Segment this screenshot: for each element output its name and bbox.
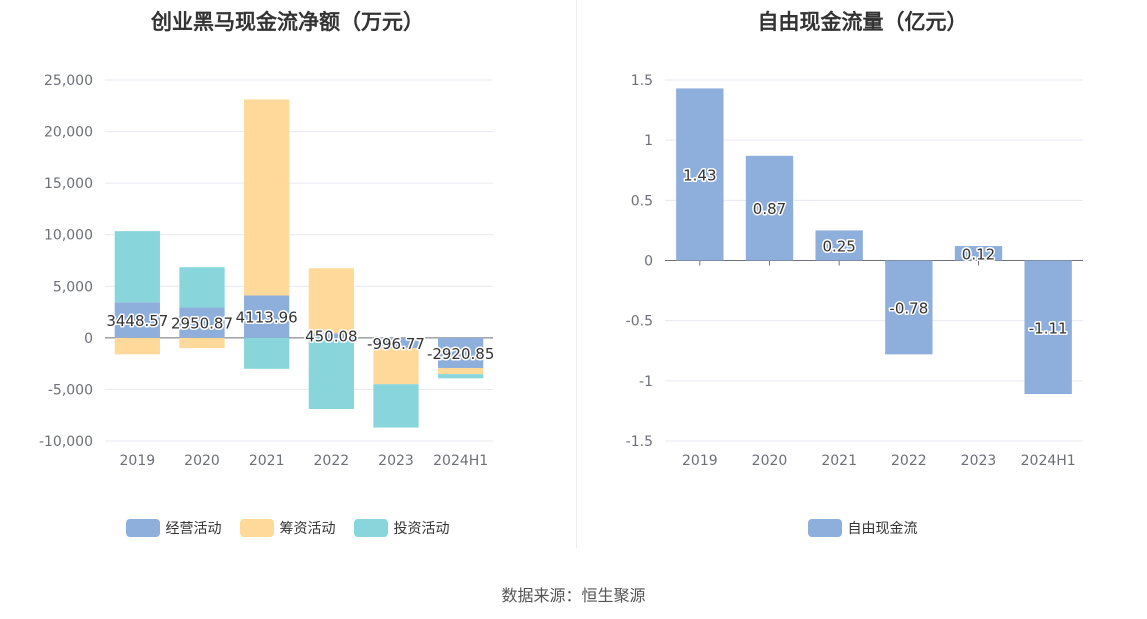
x-tick-label: 2021: [249, 453, 285, 469]
legend-label: 投资活动: [393, 521, 450, 537]
legend: 自由现金流: [578, 518, 1147, 538]
legend-item[interactable]: 自由现金流: [807, 518, 918, 538]
legend-swatch: [807, 519, 842, 537]
data-label: 450.08: [305, 328, 358, 346]
x-tick-label: 2023: [961, 453, 997, 469]
legend-item[interactable]: 投资活动: [353, 518, 450, 538]
x-tick-label: 2020: [184, 453, 220, 469]
bar-经营活动-2022: [308, 333, 354, 338]
free-cash-flow-plot: 1.5 1 0.5 0 -0.5 -1 -1.5 2019 2020 2021 2022 2023 20…: [626, 73, 1083, 469]
legend-swatch: [239, 519, 274, 537]
bar-自由现金流-2022: [885, 260, 933, 355]
x-tick-label: 2022: [891, 453, 927, 469]
cash-flow-net-chart: 创业黑马现金流净额（万元） 25,000 20,000 15,000 10,000 5,…: [0, 0, 575, 560]
x-tick-label: 2019: [682, 453, 718, 469]
x-tick-label: 2024H1: [433, 453, 488, 469]
bar-经营活动-2023: [373, 337, 419, 349]
data-label: 0.25: [822, 237, 855, 255]
data-label: -0.78: [889, 299, 928, 317]
bar-自由现金流-2023: [954, 246, 1003, 261]
data-label: -996.77: [367, 335, 425, 353]
bar-投资活动-2019: [114, 231, 160, 303]
y-tick-label: 10,000: [44, 228, 93, 244]
legend-label: 经营活动: [165, 521, 222, 537]
legend: 经营活动 筹资活动 投资活动: [0, 518, 575, 538]
x-tick-label: 2024H1: [1021, 453, 1076, 469]
y-tick-label: 0: [644, 254, 653, 270]
bar-投资活动-2021: [244, 337, 290, 369]
x-tick-label: 2022: [314, 453, 350, 469]
y-tick-label: 5,000: [53, 279, 93, 295]
legend-item[interactable]: 经营活动: [125, 518, 222, 538]
y-tick-label: 1: [644, 133, 653, 149]
y-tick-label: -0.5: [626, 314, 653, 330]
legend-item[interactable]: 筹资活动: [239, 518, 336, 538]
data-label: 0.87: [753, 200, 786, 218]
legend-label: 筹资活动: [279, 521, 336, 537]
bar-投资活动-2020: [179, 267, 225, 308]
y-tick-label: 25,000: [44, 73, 93, 89]
chart-title: 自由现金流量（亿元）: [757, 10, 968, 34]
data-label: 2950.87: [171, 315, 233, 333]
x-tick-label: 2019: [120, 453, 156, 469]
bar-自由现金流-2021: [815, 230, 863, 261]
bar-经营活动-2024H1: [438, 337, 484, 368]
y-tick-label: 20,000: [44, 125, 93, 141]
bar-自由现金流-2019: [676, 88, 724, 261]
data-label: 3448.57: [106, 312, 168, 330]
data-label: -2920.85: [427, 345, 494, 363]
data-label: 1.43: [683, 166, 716, 184]
bar-筹资活动-2024H1: [438, 367, 484, 375]
y-tick-label: -1.5: [626, 434, 653, 450]
y-tick-label: 0: [84, 331, 93, 347]
bar-投资活动-2022: [308, 337, 354, 410]
free-cash-flow-chart: 自由现金流量（亿元） 1.5 1 0.5 0 -0.5 -1 -1.5 2019 2020 202…: [578, 0, 1147, 560]
y-tick-label: -10,000: [39, 434, 93, 450]
y-tick-label: 15,000: [44, 176, 93, 192]
legend-swatch: [125, 519, 160, 537]
y-tick-label: 0.5: [631, 193, 653, 209]
panel-divider: [576, 0, 577, 548]
data-source: 数据来源：恒生聚源: [501, 586, 646, 605]
data-label: -1.11: [1029, 319, 1068, 337]
chart-title: 创业黑马现金流净额（万元）: [151, 10, 424, 34]
y-tick-label: -5,000: [48, 382, 93, 398]
x-tick-label: 2020: [752, 453, 788, 469]
bar-筹资活动-2021: [244, 99, 290, 296]
bar-经营活动-2020: [179, 307, 225, 338]
bar-自由现金流-2024H1: [1024, 260, 1072, 395]
y-tick-label: -1: [639, 374, 653, 390]
bar-筹资活动-2019: [114, 337, 160, 355]
bar-投资活动-2024H1: [438, 374, 484, 379]
bar-筹资活动-2023: [373, 348, 419, 385]
bar-自由现金流-2020: [745, 155, 794, 261]
legend-swatch: [353, 519, 388, 537]
bar-投资活动-2023: [373, 384, 419, 428]
cash-flow-net-plot: 25,000 20,000 15,000 10,000 5,000 0 -5,000 -10,…: [39, 73, 496, 469]
bar-经营活动-2021: [244, 295, 290, 338]
x-tick-label: 2023: [378, 453, 414, 469]
y-tick-label: 1.5: [631, 73, 653, 89]
data-label: 4113.96: [236, 309, 298, 327]
bar-筹资活动-2020: [179, 337, 225, 349]
data-label: 0.12: [962, 245, 995, 263]
legend-label: 自由现金流: [847, 521, 918, 537]
bar-经营活动-2019: [114, 302, 160, 338]
bar-筹资活动-2022: [308, 268, 354, 334]
x-tick-label: 2021: [821, 453, 857, 469]
